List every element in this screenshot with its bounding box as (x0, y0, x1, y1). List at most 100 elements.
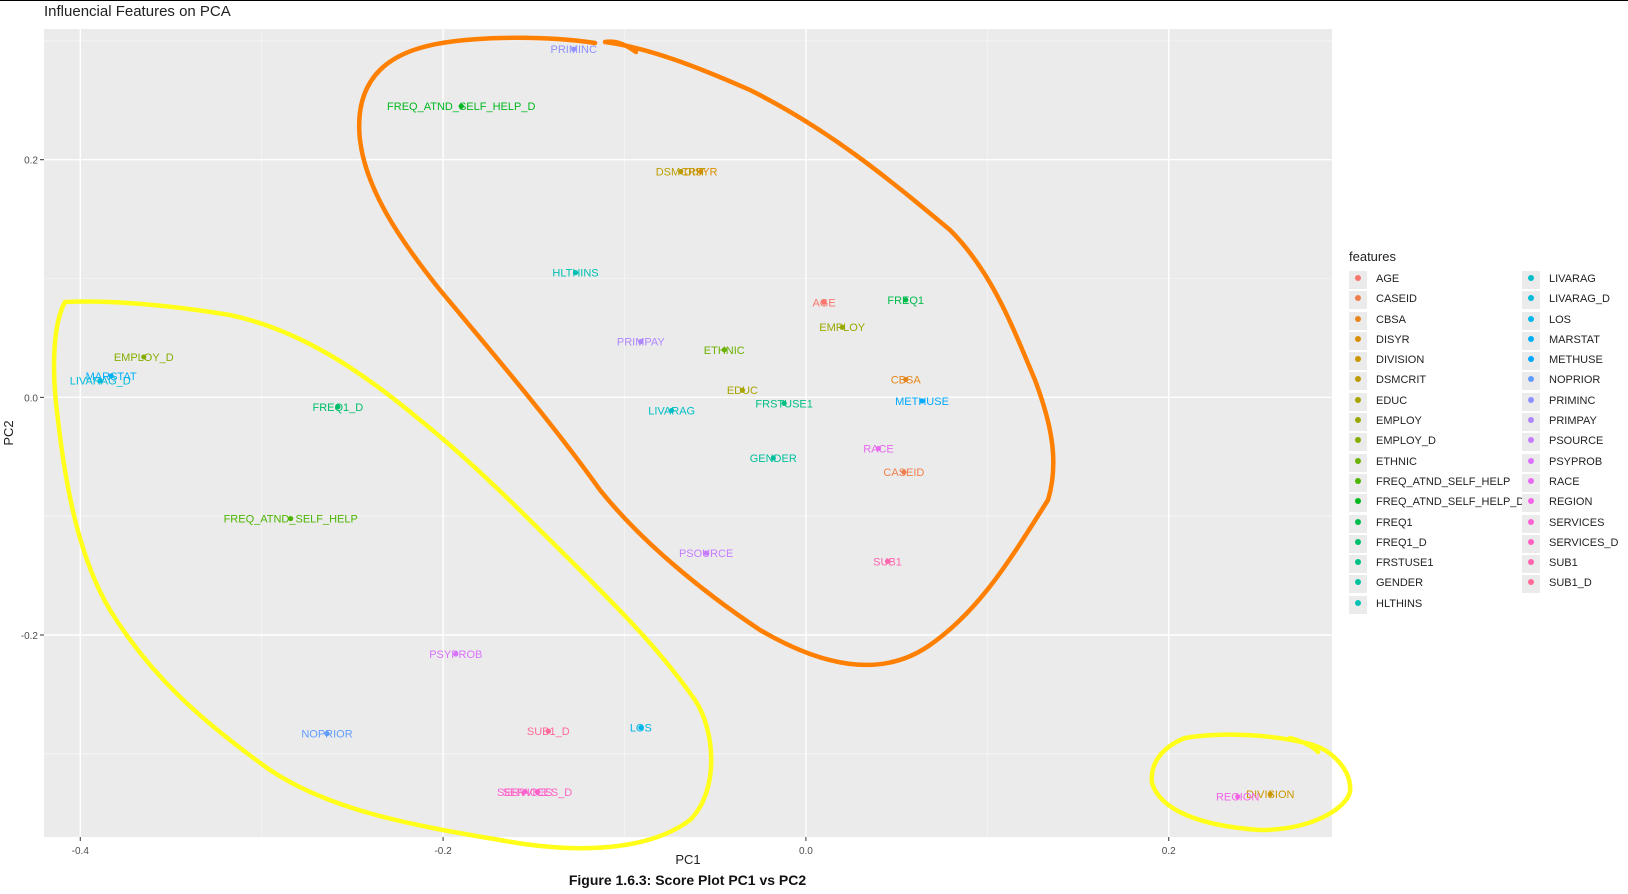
label-disyr: DISYR (684, 167, 718, 179)
legend-key (1349, 311, 1367, 330)
legend-key (1349, 575, 1367, 594)
point-livarag-d (97, 378, 103, 384)
legend-key (1349, 555, 1367, 574)
label-age: AGE (812, 297, 835, 309)
legend-key (1349, 372, 1367, 391)
label-livarag: LIVARAG (648, 405, 695, 417)
legend-label: EDUC (1376, 394, 1408, 407)
x-tick-label: -0.4 (72, 846, 90, 857)
legend-dot (1528, 295, 1534, 302)
legend-key (1522, 392, 1540, 411)
data-labels: AGE CASEID CBSA DISYR DIVISION DSMCRIT EDUC EMP… (70, 44, 1295, 803)
legend-key (1522, 271, 1540, 289)
legend-dot (1528, 417, 1534, 424)
legend-key (1522, 372, 1540, 391)
point-caseid (901, 469, 907, 475)
point-dsmcrit (678, 168, 684, 175)
label-freq1-d: FREQ1_D (313, 402, 364, 414)
point-ethnic (721, 347, 727, 353)
top-border-line (0, 0, 1628, 1)
legend-key (1349, 494, 1367, 513)
point-gender (770, 455, 776, 461)
legend-dot (1528, 396, 1534, 403)
label-ethnic: ETHNIC (704, 345, 745, 357)
legend-label: HLTHINS (1376, 597, 1423, 610)
legend-label: RACE (1549, 475, 1580, 488)
legend-key (1522, 534, 1540, 553)
legend-dot (1528, 579, 1534, 586)
point-frstuse1 (781, 400, 787, 406)
legend-label: GENDER (1376, 577, 1424, 590)
label-cbsa: CBSA (891, 375, 922, 387)
label-primpay: PRIMPAY (617, 337, 666, 349)
legend-label: ETHNIC (1376, 455, 1417, 468)
point-freq1-d (335, 404, 341, 410)
label-priminc: PRIMINC (550, 44, 597, 56)
point-employ (839, 324, 845, 330)
label-services: SERVICES (497, 787, 552, 799)
axes: -0.4 -0.2 0.0 0.2 -0.2 0.0 0.2 (21, 156, 1176, 857)
y-axis-title: PC2 (1, 420, 16, 445)
label-livarag-d: LIVARAG_D (70, 376, 131, 388)
legend-key (1522, 575, 1540, 594)
legend-dot (1528, 376, 1534, 383)
legend-label: SUB1 (1549, 557, 1578, 570)
legend-dot (1355, 376, 1361, 383)
point-freq-atnd-self-help-d (458, 103, 464, 109)
legend-key (1522, 291, 1540, 310)
legend-label: FRSTUSE1 (1376, 557, 1434, 570)
legend-key (1349, 433, 1367, 452)
label-region: REGION (1216, 792, 1259, 804)
legend-key (1349, 534, 1367, 553)
label-methuse: METHUSE (895, 396, 949, 408)
legend-dot (1355, 356, 1361, 363)
yellow-annotation-loop-right (1149, 732, 1353, 833)
minor-gridlines (44, 29, 1332, 837)
legend-label: DSMCRIT (1376, 374, 1427, 387)
legend-dot (1528, 315, 1534, 322)
legend-key (1349, 514, 1367, 533)
legend-key (1522, 331, 1540, 350)
label-race: RACE (863, 443, 894, 455)
legend-dot (1355, 315, 1361, 322)
label-gender: GENDER (750, 453, 797, 465)
legend-dot (1355, 275, 1361, 281)
legend-dot (1355, 579, 1361, 586)
point-priminc (571, 46, 577, 52)
legend-label: SERVICES_D (1549, 536, 1619, 549)
legend-label: EMPLOY_D (1376, 435, 1436, 448)
legend-dot (1355, 559, 1361, 566)
legend-key (1522, 453, 1540, 472)
point-employ-d (141, 354, 147, 360)
legend-dot (1355, 295, 1361, 302)
legend-dot (1528, 437, 1534, 444)
point-sub1-d (545, 728, 551, 734)
point-age (821, 299, 827, 305)
legend-label: PRIMINC (1549, 394, 1596, 407)
label-sub1: SUB1 (873, 556, 902, 568)
label-psource: PSOURCE (679, 548, 733, 560)
legend-dot (1355, 518, 1361, 525)
point-hlthins (572, 269, 579, 276)
point-services (522, 789, 528, 795)
orange-annotation-loop (356, 35, 1056, 668)
legend-label: PSYPROB (1549, 455, 1603, 468)
plot-panel (44, 29, 1332, 837)
point-marstat (108, 373, 114, 379)
yellow-annotation-loop-left (51, 299, 714, 851)
legend-label: CASEID (1376, 293, 1417, 306)
label-psyprob: PSYPROB (429, 649, 482, 661)
y-tick-label: 0.2 (24, 156, 38, 167)
legend-key (1349, 352, 1367, 371)
legend-dot (1355, 498, 1361, 505)
legend-label: EMPLOY (1376, 415, 1422, 428)
point-psource (703, 550, 709, 556)
x-tick-label: -0.2 (434, 846, 452, 857)
point-noprior (324, 731, 330, 737)
label-los: LOS (630, 723, 652, 735)
x-axis-title: PC1 (675, 852, 700, 867)
legend-key (1522, 514, 1540, 533)
legend-label: PRIMPAY (1549, 415, 1597, 428)
point-psyprob (453, 651, 459, 657)
